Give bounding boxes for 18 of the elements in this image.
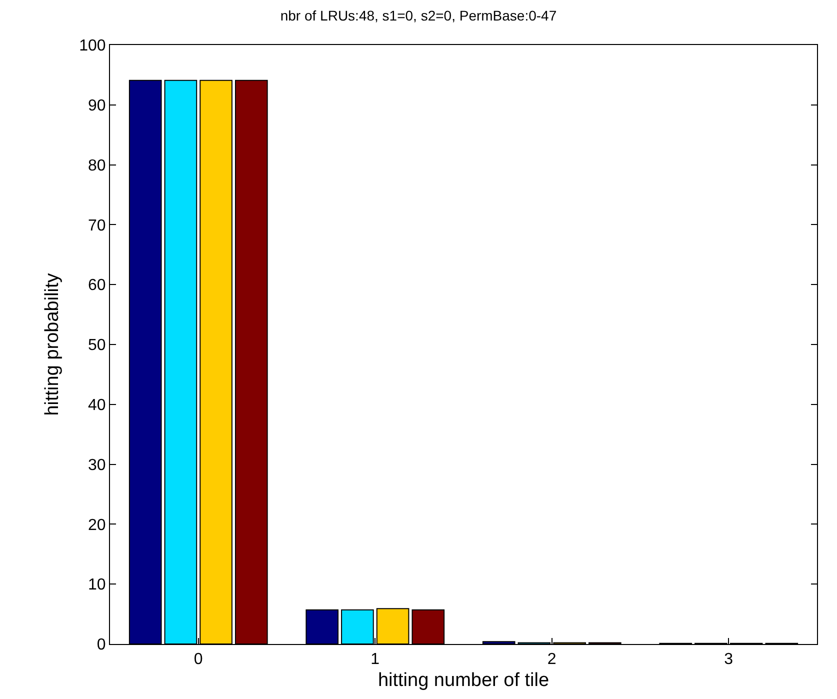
y-tick-label: 50	[88, 337, 106, 354]
chart-title: nbr of LRUs:48, s1=0, s2=0, PermBase:0-47	[280, 7, 557, 24]
y-axis-title: hitting probability	[42, 272, 63, 416]
y-tick-label: 60	[88, 277, 106, 294]
y-tick-label: 20	[88, 516, 106, 534]
x-tick-label: 2	[547, 651, 556, 668]
x-axis-title: hitting number of tile	[378, 670, 550, 691]
x-tick-label: 0	[194, 651, 203, 668]
y-tick-label: 80	[88, 157, 106, 174]
y-tick-label: 100	[79, 38, 106, 55]
y-tick-label: 90	[88, 98, 106, 114]
y-tick-label: 40	[88, 397, 106, 414]
y-tick-label: 0	[96, 636, 106, 654]
x-tick-label: 3	[724, 651, 734, 668]
y-tick-label: 10	[88, 576, 106, 594]
x-tick-label: 1	[370, 651, 380, 668]
y-tick-label: 30	[88, 456, 106, 474]
y-tick-label: 70	[88, 217, 106, 234]
